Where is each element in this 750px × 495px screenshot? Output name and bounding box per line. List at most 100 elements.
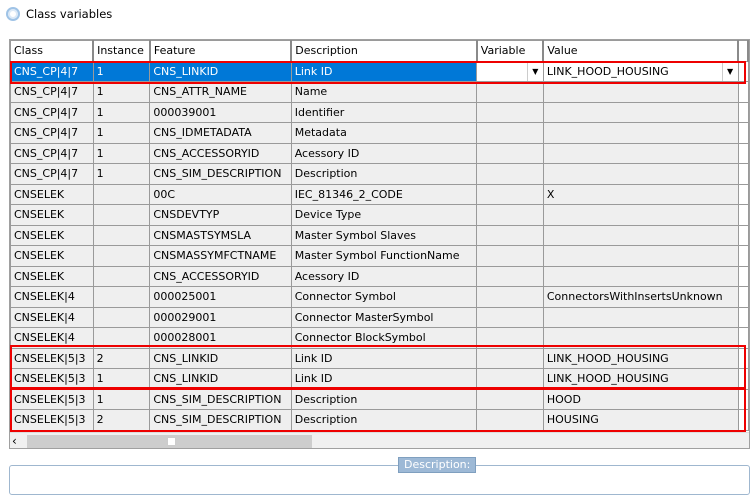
cell-description[interactable]: Connector Symbol: [290, 286, 478, 308]
table-row[interactable]: CNS_CP|4|7 1 CNS_IDMETADATA Metadata: [10, 122, 749, 144]
cell-instance[interactable]: 2: [92, 347, 151, 369]
cell-instance[interactable]: [92, 204, 151, 226]
cell-instance[interactable]: 1: [92, 60, 151, 82]
column-header[interactable]: Variable: [476, 40, 545, 62]
variable-combobox[interactable]: ▼: [476, 60, 544, 82]
cell-class[interactable]: CNS_CP|4|7: [10, 142, 94, 164]
cell-instance[interactable]: [92, 245, 151, 267]
cell-feature[interactable]: CNSDEVTYP: [149, 204, 292, 226]
cell-description[interactable]: Identifier: [290, 101, 478, 123]
cell-variable[interactable]: [476, 122, 544, 144]
cell-description[interactable]: Connector BlockSymbol: [290, 327, 478, 349]
cell-variable[interactable]: [476, 286, 544, 308]
table-row[interactable]: CNSELEK|5|3 1 CNS_SIM_DESCRIPTION Descripti…: [10, 388, 749, 410]
cell-value[interactable]: [542, 224, 739, 246]
cell-instance[interactable]: 1: [92, 388, 151, 410]
column-header[interactable]: Value: [542, 40, 740, 62]
cell-feature[interactable]: 000039001: [149, 101, 292, 123]
cell-description[interactable]: Name: [290, 81, 478, 103]
cell-description[interactable]: Metadata: [290, 122, 478, 144]
cell-feature[interactable]: CNS_LINKID: [149, 347, 292, 369]
cell-description[interactable]: Connector MasterSymbol: [290, 306, 478, 328]
cell-description[interactable]: Link ID: [290, 347, 478, 369]
cell-variable[interactable]: [476, 142, 544, 164]
column-header[interactable]: Instance: [92, 40, 151, 62]
cell-class[interactable]: CNS_CP|4|7: [10, 60, 94, 82]
cell-feature[interactable]: CNS_IDMETADATA: [149, 122, 292, 144]
cell-value[interactable]: [542, 245, 739, 267]
table-row[interactable]: CNS_CP|4|7 1 CNS_ATTR_NAME Name: [10, 81, 749, 103]
cell-description[interactable]: Link ID: [290, 368, 478, 390]
cell-description[interactable]: Description: [290, 163, 478, 185]
cell-instance[interactable]: 1: [92, 122, 151, 144]
cell-variable[interactable]: [476, 81, 544, 103]
cell-variable[interactable]: [476, 306, 544, 328]
table-row[interactable]: CNSELEK|5|3 2 CNS_LINKID Link ID LINK_HOOD_H…: [10, 347, 749, 369]
cell-class[interactable]: CNSELEK: [10, 265, 94, 287]
cell-value[interactable]: LINK_HOOD_HOUSING: [542, 368, 739, 390]
scrollbar-thumb[interactable]: [27, 435, 312, 448]
table-row[interactable]: CNS_CP|4|7 1 CNS_LINKID Link ID ▼ LINK_HOOD_H…: [10, 60, 749, 82]
scroll-left-icon[interactable]: ‹: [12, 434, 17, 448]
cell-value[interactable]: [542, 81, 739, 103]
cell-instance[interactable]: 1: [92, 81, 151, 103]
cell-instance[interactable]: [92, 327, 151, 349]
cell-variable[interactable]: [476, 265, 544, 287]
cell-class[interactable]: CNS_CP|4|7: [10, 101, 94, 123]
cell-variable[interactable]: [476, 163, 544, 185]
cell-feature[interactable]: 000025001: [149, 286, 292, 308]
cell-value[interactable]: [542, 204, 739, 226]
table-row[interactable]: CNS_CP|4|7 1 CNS_SIM_DESCRIPTION Descriptio…: [10, 163, 749, 185]
cell-feature[interactable]: CNS_ACCESSORYID: [149, 142, 292, 164]
cell-value[interactable]: HOUSING: [542, 409, 739, 431]
cell-instance[interactable]: [92, 183, 151, 205]
cell-class[interactable]: CNSELEK|4: [10, 327, 94, 349]
cell-instance[interactable]: [92, 265, 151, 287]
cell-instance[interactable]: [92, 286, 151, 308]
cell-value[interactable]: LINK_HOOD_HOUSING: [542, 347, 739, 369]
cell-value[interactable]: HOOD: [542, 388, 739, 410]
cell-class[interactable]: CNSELEK|4: [10, 306, 94, 328]
cell-class[interactable]: CNSELEK|4: [10, 286, 94, 308]
cell-instance[interactable]: [92, 306, 151, 328]
cell-description[interactable]: IEC_81346_2_CODE: [290, 183, 478, 205]
table-row[interactable]: CNSELEK CNSDEVTYP Device Type: [10, 204, 749, 226]
cell-class[interactable]: CNSELEK|5|3: [10, 409, 94, 431]
cell-value[interactable]: [542, 122, 739, 144]
cell-description[interactable]: Link ID: [290, 60, 478, 82]
column-header-extra[interactable]: [737, 40, 749, 62]
cell-class[interactable]: CNSELEK: [10, 224, 94, 246]
cell-value[interactable]: X: [542, 183, 739, 205]
cell-feature[interactable]: CNS_ACCESSORYID: [149, 265, 292, 287]
value-combobox[interactable]: LINK_HOOD_HOUSING ▼: [542, 60, 739, 82]
cell-description[interactable]: Description: [290, 388, 478, 410]
cell-instance[interactable]: [92, 224, 151, 246]
column-header[interactable]: Description: [290, 40, 478, 62]
cell-instance[interactable]: 1: [92, 101, 151, 123]
cell-variable[interactable]: [476, 224, 544, 246]
chevron-down-icon[interactable]: ▼: [721, 61, 738, 81]
table-row[interactable]: CNSELEK CNSMASSYMFCTNAME Master Symbol Fun…: [10, 245, 749, 267]
table-row[interactable]: CNSELEK|4 000029001 Connector MasterSymbol: [10, 306, 749, 328]
cell-feature[interactable]: CNS_SIM_DESCRIPTION: [149, 388, 292, 410]
cell-value[interactable]: [542, 101, 739, 123]
column-header[interactable]: Feature: [149, 40, 293, 62]
cell-variable[interactable]: [476, 204, 544, 226]
cell-value[interactable]: [542, 142, 739, 164]
cell-description[interactable]: Acessory ID: [290, 265, 478, 287]
cell-feature[interactable]: CNS_LINKID: [149, 60, 292, 82]
cell-instance[interactable]: 1: [92, 163, 151, 185]
cell-variable[interactable]: [476, 245, 544, 267]
cell-class[interactable]: CNSELEK|5|3: [10, 368, 94, 390]
cell-description[interactable]: Master Symbol Slaves: [290, 224, 478, 246]
column-header[interactable]: Class: [10, 40, 95, 62]
cell-class[interactable]: CNSELEK|5|3: [10, 388, 94, 410]
cell-description[interactable]: Device Type: [290, 204, 478, 226]
cell-feature[interactable]: CNS_LINKID: [149, 368, 292, 390]
table-row[interactable]: CNSELEK|5|3 1 CNS_LINKID Link ID LINK_HOOD_H…: [10, 368, 749, 390]
cell-class[interactable]: CNS_CP|4|7: [10, 81, 94, 103]
table-row[interactable]: CNSELEK 00C IEC_81346_2_CODE X: [10, 183, 749, 205]
cell-class[interactable]: CNS_CP|4|7: [10, 163, 94, 185]
cell-feature[interactable]: CNS_SIM_DESCRIPTION: [149, 163, 292, 185]
cell-feature[interactable]: CNSMASSYMFCTNAME: [149, 245, 292, 267]
